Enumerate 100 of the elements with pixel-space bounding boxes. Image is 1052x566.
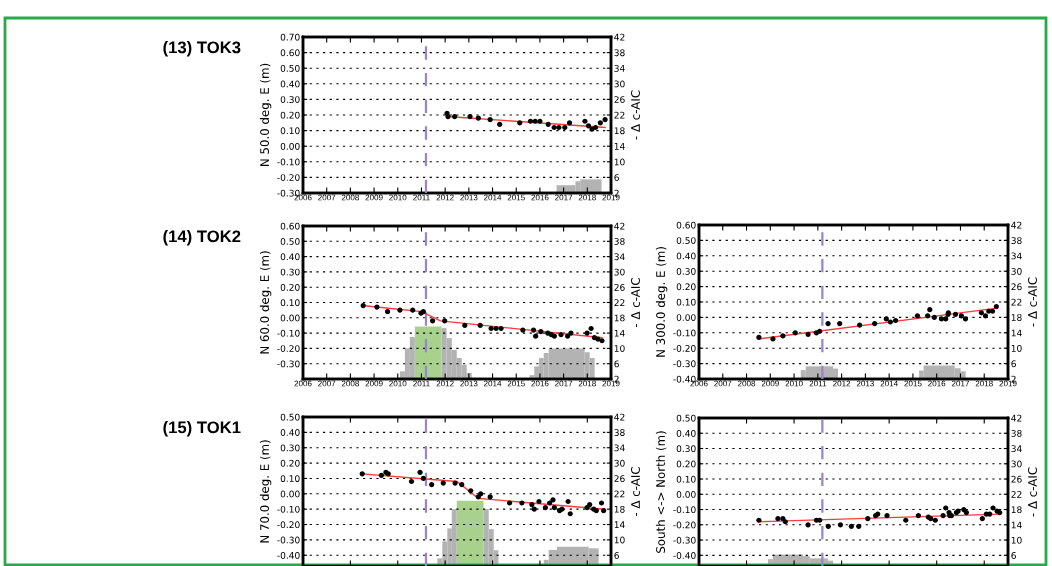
x-tick-label: 2011: [809, 380, 827, 387]
y2-axis-title: - Δ c-AIC: [1028, 467, 1037, 517]
y2-tick-label: 6: [1011, 552, 1016, 559]
y-tick-label: 0.20: [676, 283, 696, 291]
y2-tick-label: 38: [1011, 237, 1022, 244]
x-tick-label: 2014: [483, 380, 502, 387]
y-tick-label: -0.20: [673, 344, 696, 352]
y2-axis-title: - Δ c-AIC: [631, 90, 640, 140]
y2-tick-label: 6: [614, 174, 619, 181]
y2-tick-label: 34: [1011, 445, 1022, 453]
x-tick-label: 2012: [436, 380, 454, 387]
y2-tick-label: 30: [614, 268, 625, 276]
y-tick-label: 0.40: [676, 429, 696, 437]
x-tick-label: 2010: [785, 380, 803, 387]
x-tick-label: 2013: [460, 380, 478, 387]
x-tick-label: 2011: [413, 380, 430, 387]
y-tick-label: -0.10: [277, 158, 300, 166]
y-tick-label: 0.00: [280, 490, 300, 498]
x-tick-label: 2017: [555, 380, 573, 387]
y2-tick-label: 42: [614, 413, 625, 421]
y-axis-title: N 300.0 deg. E (m): [655, 247, 668, 357]
y2-tick-label: 14: [1011, 521, 1022, 529]
y2-tick-label: 26: [614, 96, 625, 103]
y-tick-label: 0.20: [676, 460, 696, 468]
y-axis-title: N 50.0 deg. E (m): [259, 63, 272, 166]
y2-tick-label: 14: [614, 521, 625, 528]
y-tick-label: 0.10: [676, 298, 696, 306]
y2-tick-label: 42: [614, 33, 625, 41]
y-tick-label: -0.30: [673, 536, 696, 544]
y-tick-label: 0.00: [676, 491, 696, 498]
y2-tick-label: 42: [1011, 221, 1022, 229]
y-tick-label: 0.30: [676, 445, 696, 453]
y-axis-title: N 70.0 deg. E (m): [259, 440, 272, 543]
chart-title: (14) TOK2: [163, 230, 241, 246]
y-tick-label: 0.10: [280, 475, 300, 482]
y2-tick-label: 22: [614, 299, 625, 306]
y2-tick-label: 10: [614, 536, 625, 544]
x-tick-label: 2007: [318, 380, 336, 387]
y2-tick-label: 22: [1011, 491, 1022, 498]
y-tick-label: 0.20: [280, 283, 300, 291]
y-tick-label: 0.20: [280, 111, 300, 119]
y-tick-label: 0.10: [280, 299, 300, 307]
y-tick-label: 0.40: [280, 80, 300, 88]
y-tick-label: -0.30: [673, 360, 696, 368]
y2-tick-label: 14: [1011, 329, 1022, 337]
x-tick-label: 2018: [578, 380, 596, 387]
y-tick-label: 0.50: [676, 237, 696, 244]
y2-tick-label: 38: [614, 238, 625, 245]
y2-tick-label: 10: [614, 158, 625, 166]
x-tick-label: 2013: [460, 194, 478, 201]
y2-tick-label: 18: [614, 127, 625, 135]
x-tick-label: 2007: [318, 194, 336, 201]
x-tick-label: 2014: [483, 194, 502, 201]
x-tick-label: 2017: [555, 194, 573, 201]
y2-tick-label: 18: [1011, 506, 1022, 514]
x-tick-label: 2012: [436, 194, 454, 201]
y-tick-label: -0.30: [277, 360, 300, 368]
y-axis-title: N 60.0 deg. E (m): [259, 251, 272, 354]
y2-tick-label: 38: [614, 49, 625, 57]
y2-tick-label: 30: [1011, 460, 1022, 468]
y2-tick-label: 6: [1011, 360, 1016, 368]
y-tick-label: 0.50: [280, 64, 300, 72]
y-tick-label: 0.40: [280, 429, 300, 436]
y2-axis-title: - Δ c-AIC: [631, 278, 640, 327]
y-tick-label: 0.30: [280, 268, 300, 276]
y2-tick-label: 38: [614, 429, 625, 436]
x-tick-label: 2010: [389, 380, 407, 387]
y-tick-label: 0.10: [676, 475, 696, 483]
y2-tick-label: 22: [614, 490, 625, 498]
y-tick-label: -0.20: [673, 521, 696, 529]
x-tick-label: 2016: [531, 380, 549, 387]
y-tick-label: 0.60: [280, 49, 300, 57]
x-tick-label: 2008: [341, 194, 359, 201]
y-tick-label: 0.40: [676, 252, 696, 260]
y2-tick-label: 26: [614, 283, 625, 291]
y-tick-label: 0.60: [280, 222, 300, 230]
x-tick-label: 2015: [507, 194, 525, 201]
y-tick-label: 0.30: [280, 444, 300, 452]
x-tick-label: 2009: [365, 380, 383, 387]
y2-tick-label: 34: [614, 64, 625, 72]
y2-tick-label: 30: [1011, 267, 1022, 275]
y-tick-label: -0.20: [277, 345, 300, 352]
y-tick-label: 0.70: [280, 33, 300, 41]
chart-title: (15) TOK1: [163, 421, 241, 437]
x-tick-label: 2006: [294, 380, 312, 387]
chart-title: (13) TOK3: [163, 41, 241, 57]
y2-tick-label: 42: [614, 222, 625, 230]
y-tick-label: 0.50: [280, 238, 300, 245]
y-tick-label: 0.10: [280, 127, 300, 135]
y-tick-label: -0.10: [673, 506, 696, 514]
x-tick-label: 2016: [531, 194, 549, 201]
y-tick-label: -0.10: [277, 505, 300, 513]
x-tick-label: 2008: [737, 380, 756, 387]
y2-tick-label: 6: [614, 551, 619, 559]
y-tick-label: -0.20: [277, 174, 300, 181]
y-tick-label: 0.00: [280, 314, 300, 322]
x-tick-label: 2013: [856, 380, 874, 387]
x-tick-label: 2015: [507, 380, 525, 387]
y2-tick-label: 14: [614, 143, 625, 150]
y-tick-label: -0.40: [673, 552, 696, 559]
